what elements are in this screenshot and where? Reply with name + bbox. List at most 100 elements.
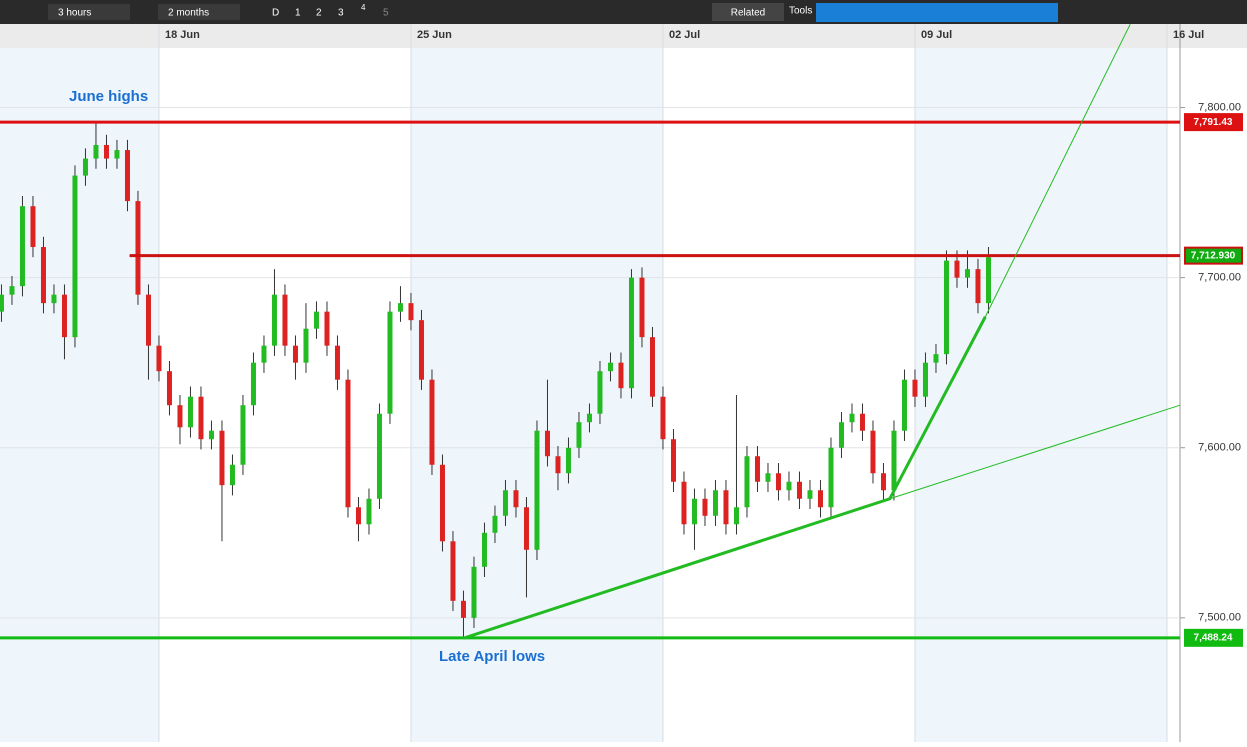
candle-body bbox=[313, 311, 319, 329]
candle-body bbox=[9, 286, 15, 295]
candle-body bbox=[114, 150, 120, 159]
level-label: 7,712.930 bbox=[1191, 250, 1236, 261]
candle-body bbox=[544, 430, 550, 457]
candle-body bbox=[933, 354, 939, 363]
candle-body bbox=[408, 303, 414, 321]
candle-body bbox=[765, 473, 771, 482]
tool-icons bbox=[816, 3, 1058, 22]
candle-body bbox=[82, 158, 88, 176]
candle-body bbox=[376, 413, 382, 499]
level-label: 7,488.24 bbox=[1194, 632, 1233, 643]
candle-body bbox=[292, 345, 298, 363]
candle-body bbox=[418, 320, 424, 380]
tb-button[interactable]: 3 bbox=[338, 8, 344, 19]
tools-strip[interactable] bbox=[816, 3, 1058, 22]
candle-body bbox=[156, 345, 162, 372]
candle-body bbox=[166, 371, 172, 406]
candle-body bbox=[502, 490, 508, 516]
candle-body bbox=[513, 490, 519, 508]
related-button[interactable] bbox=[712, 3, 784, 21]
candle-body bbox=[838, 422, 844, 448]
candle-body bbox=[187, 396, 193, 428]
candle-body bbox=[282, 294, 288, 346]
candle-body bbox=[481, 532, 487, 567]
candle-body bbox=[597, 371, 603, 414]
date-strip bbox=[0, 24, 1247, 48]
tools[interactable]: Tools bbox=[789, 6, 812, 17]
candle-body bbox=[30, 206, 36, 248]
interval-select[interactable] bbox=[48, 4, 130, 20]
candle-body bbox=[135, 201, 141, 295]
candle-body bbox=[229, 464, 235, 486]
candle-body bbox=[198, 396, 204, 440]
candle-body bbox=[61, 294, 67, 338]
candle-body bbox=[985, 257, 991, 304]
candle-body bbox=[712, 490, 718, 516]
range[interactable]: 2 months bbox=[168, 8, 209, 19]
annotation: Late April lows bbox=[439, 648, 545, 665]
candle-body bbox=[586, 413, 592, 423]
candle-body bbox=[954, 260, 960, 278]
x-tick-label: 16 Jul bbox=[1173, 29, 1204, 41]
tb-button[interactable]: 2 bbox=[316, 8, 322, 19]
x-tick-label: 18 Jun bbox=[165, 29, 200, 41]
candle-body bbox=[786, 481, 792, 491]
candle-body bbox=[649, 337, 655, 397]
candle-body bbox=[334, 345, 340, 380]
range-select[interactable] bbox=[158, 4, 240, 20]
interval[interactable]: 3 hours bbox=[58, 8, 91, 19]
y-tick-label: 7,700.00 bbox=[1198, 272, 1241, 284]
candle-body bbox=[271, 294, 277, 346]
y-tick-label: 7,800.00 bbox=[1198, 101, 1241, 113]
candle-body bbox=[859, 413, 865, 431]
candle-body bbox=[208, 430, 214, 440]
candle-body bbox=[964, 269, 970, 278]
candle-body bbox=[607, 362, 613, 372]
week-shade bbox=[0, 48, 159, 742]
candle-body bbox=[576, 422, 582, 448]
candle-body bbox=[628, 277, 634, 389]
tb-button[interactable]: 5 bbox=[383, 8, 389, 19]
candle-body bbox=[849, 413, 855, 423]
candle-body bbox=[177, 405, 183, 428]
candle-body bbox=[534, 430, 540, 550]
candle-body bbox=[723, 490, 729, 525]
candle-body bbox=[450, 541, 456, 601]
candle-body bbox=[880, 473, 886, 491]
candle-body bbox=[912, 379, 918, 397]
x-tick-label: 02 Jul bbox=[669, 29, 700, 41]
week-shade bbox=[914, 48, 1167, 742]
tb-button[interactable]: 1 bbox=[295, 8, 301, 19]
candle-body bbox=[145, 294, 151, 346]
candle-body bbox=[40, 247, 46, 304]
tb-button[interactable]: 4 bbox=[361, 3, 366, 12]
candle-body bbox=[744, 456, 750, 508]
level-tag bbox=[1184, 628, 1243, 647]
candle-body bbox=[733, 507, 739, 525]
candle-body bbox=[439, 464, 445, 542]
related[interactable]: Related bbox=[731, 8, 765, 19]
candle-body bbox=[660, 396, 666, 440]
candle-body bbox=[345, 379, 351, 508]
candle-body bbox=[355, 507, 361, 525]
y-tick-label: 7,500.00 bbox=[1198, 612, 1241, 624]
candle-body bbox=[240, 405, 246, 465]
x-tick-label: 09 Jul bbox=[921, 29, 952, 41]
candle-body bbox=[0, 294, 4, 312]
candle-body bbox=[796, 481, 802, 499]
candle-body bbox=[891, 430, 897, 491]
tb-button[interactable]: D bbox=[272, 8, 279, 19]
trendline bbox=[889, 404, 1181, 500]
candle-body bbox=[817, 490, 823, 508]
candle-body bbox=[103, 144, 109, 159]
candle-body bbox=[261, 345, 267, 363]
candle-body bbox=[51, 294, 57, 304]
candle-body bbox=[324, 311, 330, 346]
candle-body bbox=[754, 456, 760, 482]
candle-body bbox=[492, 515, 498, 533]
candle-body bbox=[555, 456, 561, 474]
annotation: June highs bbox=[69, 88, 148, 105]
level-label: 7,791.43 bbox=[1194, 117, 1233, 128]
x-tick-label: 25 Jun bbox=[417, 29, 452, 41]
